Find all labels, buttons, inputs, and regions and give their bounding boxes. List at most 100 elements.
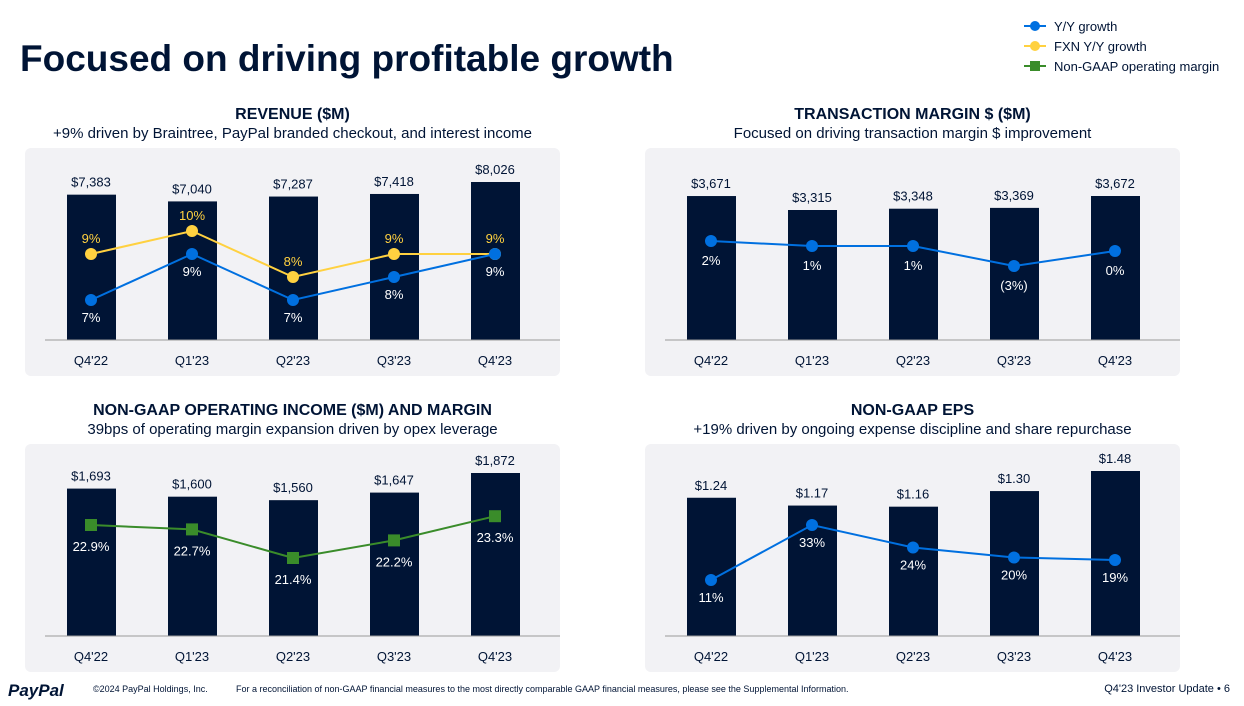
x-tick-label: Q3'23 — [997, 649, 1031, 664]
data-label: (3%) — [1000, 278, 1027, 293]
x-tick-label: Q2'23 — [896, 353, 930, 368]
x-tick-label: Q1'23 — [175, 649, 209, 664]
chart-title-transaction-margin: TRANSACTION MARGIN $ ($M) Focused on driv… — [645, 106, 1180, 142]
bar-value-label: $1,872 — [475, 453, 515, 468]
data-label: 2% — [702, 253, 721, 268]
bar — [168, 496, 217, 636]
bar — [471, 473, 520, 636]
x-tick-label: Q3'23 — [377, 649, 411, 664]
bar-value-label: $1,600 — [172, 477, 212, 492]
x-tick-label: Q4'23 — [1098, 353, 1132, 368]
bar-value-label: $1.16 — [897, 487, 930, 502]
bar-value-label: $1.48 — [1099, 451, 1132, 466]
bar-value-label: $1,693 — [71, 469, 111, 484]
bar — [687, 497, 736, 636]
bar — [788, 210, 837, 340]
bar-value-label: $8,026 — [475, 162, 515, 177]
legend-item-margin: Non-GAAP operating margin — [1024, 56, 1219, 76]
eps-chart: $1.24 Q4'22 $1.17 Q1'23 $1.16 Q2'23 $1.30 Q3'23… — [645, 444, 1180, 672]
data-label: 10% — [179, 208, 205, 223]
bar-value-label: $1.17 — [796, 486, 829, 501]
bar-value-label: $3,672 — [1095, 176, 1135, 191]
chart-title-eps: NON-GAAP EPS +19% driven by ongoing expen… — [645, 402, 1180, 438]
bar-value-label: $1.30 — [998, 471, 1031, 486]
footnote: For a reconciliation of non-GAAP financi… — [236, 684, 849, 694]
chart-subtitle: +19% driven by ongoing expense disciplin… — [693, 421, 1132, 438]
data-label: 1% — [803, 258, 822, 273]
chart-title-operating-income: NON-GAAP OPERATING INCOME ($M) AND MARGI… — [25, 402, 560, 438]
data-label: 9% — [486, 231, 505, 246]
line-point — [85, 294, 97, 306]
bar — [990, 491, 1039, 636]
page-info: Q4'23 Investor Update • 6 — [1104, 683, 1230, 695]
data-label: 7% — [284, 310, 303, 325]
bar — [889, 208, 938, 340]
data-label: 21.4% — [275, 572, 312, 587]
revenue-chart: $7,383 Q4'22 $7,040 Q1'23 $7,287 Q2'23 $7,418 Q… — [25, 148, 560, 376]
legend-label: FXN Y/Y growth — [1054, 38, 1147, 54]
line-point — [388, 271, 400, 283]
chart-title: TRANSACTION MARGIN $ ($M) — [794, 106, 1031, 123]
line-point — [85, 519, 97, 531]
line-point — [287, 271, 299, 283]
circle-marker-icon — [1024, 21, 1046, 31]
line-point — [907, 240, 919, 252]
x-tick-label: Q4'23 — [1098, 649, 1132, 664]
bar-value-label: $7,287 — [273, 177, 313, 192]
bar-value-label: $1.24 — [695, 478, 728, 493]
data-label: 1% — [904, 258, 923, 273]
chart-title-revenue: REVENUE ($M) +9% driven by Braintree, Pay… — [25, 106, 560, 142]
line-point — [806, 240, 818, 252]
legend-item-yy: Y/Y growth — [1024, 16, 1219, 36]
chart-title: NON-GAAP EPS — [850, 402, 975, 419]
paypal-logo: PayPal — [8, 681, 64, 700]
data-label: 9% — [82, 231, 101, 246]
chart-subtitle: +9% driven by Braintree, PayPal branded … — [52, 125, 533, 142]
data-label: 33% — [799, 535, 825, 550]
line-point — [705, 235, 717, 247]
bar-value-label: $7,040 — [172, 181, 212, 196]
bar — [471, 182, 520, 340]
bar — [269, 500, 318, 636]
legend: Y/Y growth FXN Y/Y growth Non-GAAP opera… — [1024, 16, 1219, 76]
bar — [990, 207, 1039, 340]
circle-marker-icon — [1024, 41, 1046, 51]
data-label: 19% — [1102, 570, 1128, 585]
x-tick-label: Q2'23 — [276, 353, 310, 368]
chart-title: NON-GAAP OPERATING INCOME ($M) AND MARGI… — [93, 402, 492, 419]
legend-label: Non-GAAP operating margin — [1054, 58, 1220, 74]
bar — [67, 488, 116, 636]
bar — [889, 506, 938, 636]
operating-income-chart: $1,693 Q4'22 $1,600 Q1'23 $1,560 Q2'23 $1,647 Q… — [25, 444, 560, 672]
line-point — [705, 574, 717, 586]
line-point — [186, 248, 198, 260]
page-title: Focused on driving profitable growth — [20, 38, 674, 79]
x-tick-label: Q3'23 — [997, 353, 1031, 368]
data-label: 8% — [284, 254, 303, 269]
bar — [168, 201, 217, 340]
bar-value-label: $3,369 — [994, 188, 1034, 203]
x-tick-label: Q4'23 — [478, 649, 512, 664]
bar — [1091, 471, 1140, 636]
bar — [67, 194, 116, 340]
line-point — [907, 541, 919, 554]
line-point — [287, 552, 299, 564]
legend-item-fxn: FXN Y/Y growth — [1024, 36, 1219, 56]
data-label: 22.2% — [376, 554, 413, 569]
bar — [1091, 196, 1140, 340]
data-label: 24% — [900, 558, 926, 573]
copyright: ©2024 PayPal Holdings, Inc. — [93, 684, 208, 694]
line-point — [287, 294, 299, 306]
line-point — [1109, 554, 1121, 566]
square-marker-icon — [1024, 61, 1046, 71]
data-label: 7% — [82, 310, 101, 325]
x-tick-label: Q1'23 — [795, 353, 829, 368]
data-label: 0% — [1106, 263, 1125, 278]
bar-value-label: $3,348 — [893, 189, 933, 204]
line-point — [388, 248, 400, 260]
line-point — [489, 510, 501, 523]
data-label: 20% — [1001, 568, 1027, 583]
line-point — [1008, 260, 1020, 272]
line-point — [186, 225, 198, 237]
data-label: 9% — [385, 231, 404, 246]
